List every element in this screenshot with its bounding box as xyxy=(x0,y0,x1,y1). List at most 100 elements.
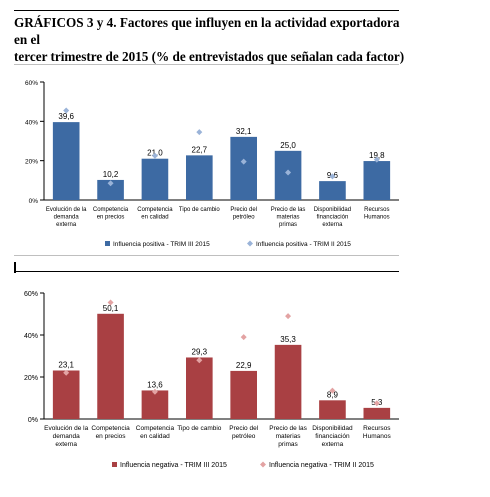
bar xyxy=(230,370,257,419)
chart-negative-influence: 0% 20% 40% 60% 23,1 Evolución de la demanda ext… xyxy=(14,272,399,482)
category-label-line: en precios xyxy=(97,215,125,221)
bar xyxy=(363,407,391,419)
category-label-line: Precio del xyxy=(229,425,258,432)
bar xyxy=(52,370,80,419)
category-label: Competencia en precios xyxy=(91,425,130,440)
bar xyxy=(97,179,124,200)
legend-label: Influencia negativa - TRIM II 2015 xyxy=(269,462,374,469)
marker-point xyxy=(63,369,70,376)
section-separator-rule xyxy=(14,271,399,272)
category-label-line: Precio del xyxy=(230,207,257,213)
category-label-line: petróleo xyxy=(232,433,256,440)
category-label-line: Tipo de cambio xyxy=(179,207,220,213)
category-label: Tipo de cambio xyxy=(179,207,220,213)
data-label: 39,6 xyxy=(58,112,74,121)
category-label-line: Humanos xyxy=(363,433,392,440)
chart-positive-influence: 0% 20% 40% 60% 39,6 Evolución de la demanda ext… xyxy=(14,64,399,256)
category-label-line: Competencia xyxy=(93,207,129,213)
legend-label: Influencia positiva - TRIM III 2015 xyxy=(113,241,210,248)
bar xyxy=(141,158,169,200)
y-tick-label: 40% xyxy=(25,119,38,126)
marker-point xyxy=(285,313,292,320)
data-label: 13,6 xyxy=(147,380,163,389)
title-top-rule xyxy=(14,10,399,11)
legend-label: Influencia positiva - TRIM II 2015 xyxy=(256,241,351,248)
category-label-line: externa xyxy=(322,441,344,448)
category-label-line: financiación xyxy=(317,215,349,221)
figure-title-line-1: GRÁFICOS 3 y 4. Factores que influyen en… xyxy=(14,15,400,47)
category-label: Disponibilidad financiación externa xyxy=(312,425,353,448)
category-label: Precio del petróleo xyxy=(229,425,258,440)
data-label: 35,3 xyxy=(280,335,296,344)
category-label-line: Competencia xyxy=(137,207,173,213)
category-label-line: primas xyxy=(278,441,298,448)
category-label: Evolución de la demanda externa xyxy=(44,425,88,448)
category-label: Competencia en precios xyxy=(93,207,129,221)
y-tick-label: 0% xyxy=(29,198,39,205)
bar xyxy=(52,122,80,200)
figure-title: GRÁFICOS 3 y 4. Factores que influyen en… xyxy=(14,14,414,65)
category-label-line: primas xyxy=(279,222,297,228)
marker-point xyxy=(196,129,203,136)
marker-point xyxy=(151,388,158,395)
category-label: Disponibilidad financiación externa xyxy=(314,207,351,228)
category-label: Competencia en calidad xyxy=(137,207,173,221)
marker-point xyxy=(329,387,336,394)
data-label: 22,9 xyxy=(236,361,252,370)
bar xyxy=(186,155,213,200)
data-label: 25,0 xyxy=(280,141,296,150)
marker-point xyxy=(373,156,380,163)
data-label: 19,8 xyxy=(369,151,385,160)
category-label-line: demanda xyxy=(54,215,80,221)
bar xyxy=(97,313,124,419)
category-label-line: Recursos xyxy=(363,425,391,432)
data-label: 29,3 xyxy=(192,347,208,356)
category-label-line: Evolución de la xyxy=(46,207,87,213)
category-label-line: Humanos xyxy=(364,215,390,221)
data-label: 32,1 xyxy=(236,127,252,136)
figure-title-line-2: tercer trimestre de 2015 (% de entrevist… xyxy=(14,49,405,64)
bar xyxy=(319,400,346,419)
category-label: Recursos Humanos xyxy=(363,425,392,440)
bar xyxy=(363,161,391,200)
data-label: 50,1 xyxy=(103,304,119,313)
category-label-line: Disponibilidad xyxy=(314,207,351,213)
y-tick-label: 20% xyxy=(24,375,38,382)
category-label-line: Competencia xyxy=(91,425,130,432)
bar xyxy=(274,344,302,419)
marker-point xyxy=(151,152,158,159)
category-label: Competencia en calidad xyxy=(136,425,175,440)
section-separator-mark xyxy=(14,262,16,273)
category-label-line: materias xyxy=(276,433,302,440)
category-label-line: Evolución de la xyxy=(44,425,88,432)
marker-point xyxy=(196,357,203,364)
marker-point xyxy=(373,400,380,407)
category-label: Precio del petróleo xyxy=(230,207,257,221)
category-label-line: Disponibilidad xyxy=(312,425,353,432)
category-label: Recursos Humanos xyxy=(364,207,390,221)
bar xyxy=(186,357,213,419)
marker-point xyxy=(329,173,336,180)
marker-point xyxy=(107,180,114,187)
marker-point xyxy=(240,334,247,341)
marker-point xyxy=(240,158,247,165)
category-label-line: externa xyxy=(56,222,77,228)
category-label-line: en precios xyxy=(96,433,127,440)
data-label: 23,1 xyxy=(58,360,74,369)
y-tick-label: 0% xyxy=(28,417,38,424)
category-label-line: externa xyxy=(55,441,77,448)
bar xyxy=(319,181,346,200)
bar xyxy=(230,136,257,200)
marker-point xyxy=(285,169,292,176)
category-label-line: Tipo de cambio xyxy=(177,425,222,432)
data-label: 8,9 xyxy=(327,390,339,399)
y-tick-label: 20% xyxy=(25,159,38,166)
bar xyxy=(141,390,169,419)
data-label: 22,7 xyxy=(192,145,208,154)
legend-label: Influencia negativa - TRIM III 2015 xyxy=(120,462,227,469)
category-label-line: materias xyxy=(277,215,300,221)
category-label: Tipo de cambio xyxy=(177,425,222,432)
data-label: 10,2 xyxy=(103,170,119,179)
category-label-line: demanda xyxy=(53,433,80,440)
